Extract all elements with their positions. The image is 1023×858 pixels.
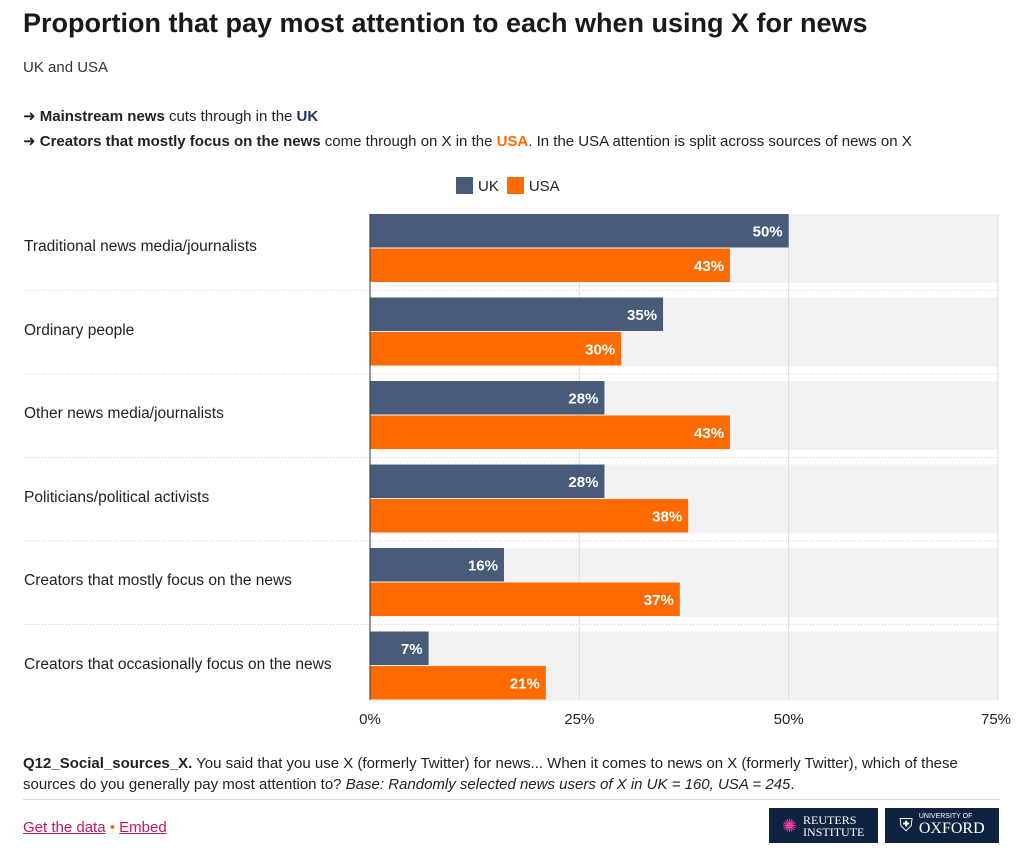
bar-uk bbox=[370, 548, 504, 582]
arrow-icon: ➜ bbox=[23, 108, 36, 125]
chart-subtitle: UK and USA bbox=[23, 59, 109, 76]
reuters-dots-icon: ✺ bbox=[781, 815, 798, 836]
data-label: 30% bbox=[585, 341, 615, 358]
x-tick-label: 75% bbox=[981, 711, 1011, 728]
bar-usa bbox=[370, 248, 731, 282]
data-label: 43% bbox=[694, 425, 724, 442]
note-1: ➜ Mainstream news cuts through in the UK bbox=[23, 107, 318, 125]
data-label: 28% bbox=[568, 390, 598, 407]
legend-label: UK bbox=[478, 178, 499, 195]
bar-uk bbox=[370, 297, 664, 331]
question-text: You said that you use X (formerly Twitte… bbox=[23, 755, 958, 793]
category-label: Traditional news media/journalists bbox=[24, 238, 257, 255]
note-text: cuts through in the bbox=[164, 108, 297, 125]
data-label: 37% bbox=[644, 592, 674, 609]
get-data-link[interactable]: Get the data bbox=[23, 819, 106, 836]
note-bold: Mainstream news bbox=[39, 108, 165, 125]
data-label: 35% bbox=[627, 307, 657, 324]
oxford-text: OXFORD bbox=[918, 820, 985, 837]
note-country: USA bbox=[496, 133, 529, 150]
note-text: come through on X in the bbox=[320, 133, 497, 150]
data-label: 50% bbox=[753, 223, 783, 240]
footnote-end: . bbox=[790, 776, 795, 793]
category-label: Creators that occasionally focus on the … bbox=[24, 655, 332, 673]
data-label: 7% bbox=[401, 641, 423, 658]
bar-uk bbox=[370, 214, 789, 248]
x-tick-label: 0% bbox=[359, 711, 381, 728]
note-bold: Creators that mostly focus on the news bbox=[39, 133, 321, 150]
category-label: Ordinary people bbox=[24, 321, 135, 339]
bar-uk bbox=[370, 631, 429, 665]
bar-uk bbox=[370, 381, 605, 415]
data-label: 28% bbox=[568, 474, 598, 491]
arrow-icon: ➜ bbox=[23, 133, 36, 150]
bar-usa bbox=[370, 666, 546, 700]
data-label: 38% bbox=[652, 508, 682, 525]
bar-usa bbox=[370, 582, 680, 616]
note-country: UK bbox=[296, 108, 319, 125]
reuters-institute-logo: ✺ REUTERS INSTITUTE bbox=[769, 808, 878, 843]
category-label: Other news media/journalists bbox=[24, 405, 224, 422]
data-label: 43% bbox=[694, 258, 724, 275]
uk-swatch bbox=[456, 177, 473, 194]
question-id: Q12_Social_sources_X. bbox=[23, 755, 193, 772]
usa-swatch bbox=[506, 177, 524, 194]
bar-uk bbox=[370, 464, 605, 498]
bar-usa bbox=[370, 415, 731, 449]
category-label: Politicians/political activists bbox=[24, 488, 210, 506]
bar-chart: 0% 25% 50% 75% 50% 35% 28% 28% 16% 7% 43% 30% 43% 38%… bbox=[24, 214, 1011, 728]
legend-label: USA bbox=[528, 178, 560, 195]
legend-usa: USA bbox=[506, 177, 560, 195]
data-label: 16% bbox=[468, 557, 498, 574]
chart-title: Proportion that pay most attention to ea… bbox=[23, 8, 868, 38]
embed-link[interactable]: Embed bbox=[119, 819, 167, 836]
separator: • bbox=[109, 819, 115, 836]
base-text: Base: Randomly selected news users of X … bbox=[345, 776, 791, 793]
oxford-crest-icon: ⛨ bbox=[899, 815, 913, 835]
footer-links: Get the data • Embed bbox=[23, 819, 167, 836]
legend-uk: UK bbox=[456, 177, 499, 195]
reuters-text: REUTERS INSTITUTE bbox=[803, 812, 865, 839]
x-tick-label: 25% bbox=[564, 711, 594, 728]
oxford-small-text: UNIVERSITY OF bbox=[918, 813, 973, 820]
bar-usa bbox=[370, 332, 622, 366]
bar-usa bbox=[370, 499, 689, 533]
data-label: 21% bbox=[510, 675, 540, 692]
note-text: . In the USA attention is split across s… bbox=[528, 133, 912, 150]
note-2: ➜ Creators that mostly focus on the news… bbox=[23, 132, 912, 150]
category-label: Creators that mostly focus on the news bbox=[24, 572, 292, 589]
footnote: Q12_Social_sources_X. You said that you … bbox=[23, 753, 983, 795]
divider bbox=[23, 799, 1000, 800]
x-tick-label: 50% bbox=[774, 711, 804, 728]
oxford-logo: ⛨ UNIVERSITY OF OXFORD bbox=[885, 808, 999, 843]
legend: UK USA bbox=[456, 177, 560, 195]
